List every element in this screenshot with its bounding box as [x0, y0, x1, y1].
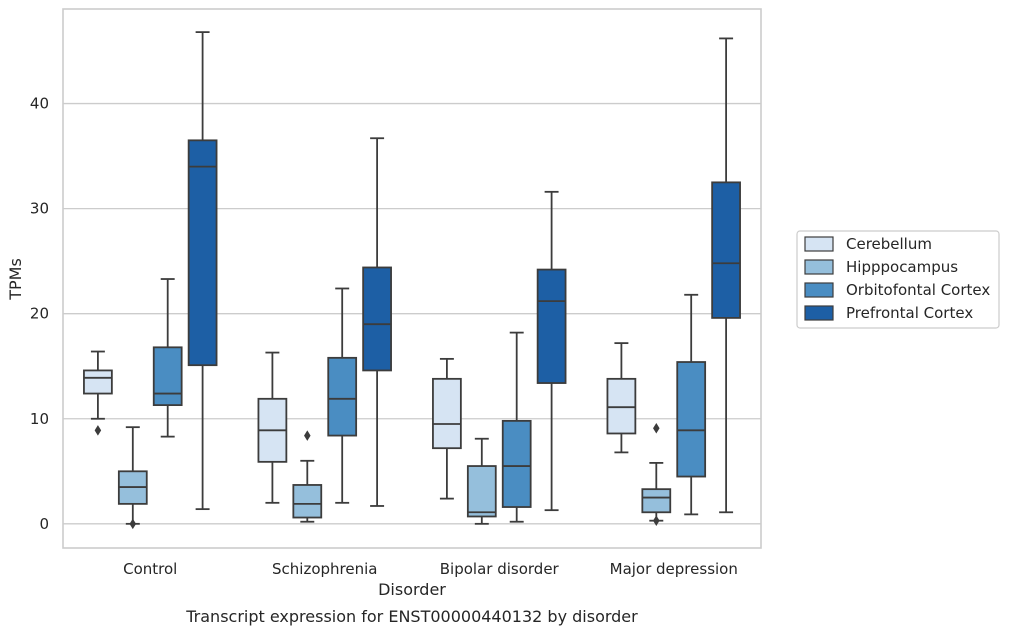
outlier-point [94, 425, 102, 436]
box-group [501, 331, 532, 523]
box-group [257, 351, 288, 504]
boxes [83, 31, 741, 530]
legend-swatch [804, 259, 834, 275]
legend-label: Hipppocampus [846, 258, 958, 276]
legend-swatch [804, 305, 834, 321]
outlier-point [304, 430, 311, 441]
y-tick-label: 0 [39, 515, 49, 533]
y-tick-label: 20 [30, 305, 49, 323]
y-tick-label: 10 [30, 410, 49, 428]
box-group [327, 287, 358, 504]
box-group [83, 350, 113, 436]
box-group [362, 137, 392, 507]
x-tick-labels: Control Schizophrenia Bipolar disorder Majo… [123, 560, 738, 578]
box-iqr [536, 268, 567, 384]
box-iqr [83, 369, 113, 395]
x-tick-label: Schizophrenia [272, 560, 377, 578]
box-iqr [362, 266, 392, 372]
legend-swatch [804, 282, 834, 298]
outlier-point [129, 518, 137, 530]
box-iqr [327, 356, 358, 437]
box-iqr [606, 377, 637, 435]
box-iqr [711, 181, 741, 319]
y-tick-label: 30 [30, 200, 49, 218]
plot-area-frame [62, 8, 762, 549]
box-group [292, 430, 323, 523]
x-tick-label: Control [123, 560, 177, 578]
x-axis-title: Disorder [378, 580, 446, 599]
legend-swatch [804, 236, 834, 252]
box-group [117, 426, 148, 530]
outlier-point [653, 422, 660, 434]
box-group [152, 278, 183, 438]
y-axis-title: TPMs [6, 258, 25, 301]
box-iqr [501, 419, 532, 508]
box-group [711, 37, 741, 514]
x-tick-label: Bipolar disorder [440, 560, 560, 578]
chart-caption: Transcript expression for ENST0000044013… [185, 607, 638, 626]
outlier-point [653, 515, 660, 526]
legend-frame [796, 230, 1000, 329]
box-iqr [432, 377, 462, 450]
legend-label: Cerebellum [846, 235, 932, 253]
box-group [187, 31, 218, 511]
box-iqr [152, 346, 183, 407]
y-tick-label: 40 [30, 95, 49, 113]
box-group [536, 190, 567, 512]
box-iqr [187, 139, 218, 367]
box-iqr [292, 484, 323, 519]
box-iqr [466, 465, 497, 518]
gridlines [63, 102, 761, 525]
legend: Cerebellum Hipppocampus Orbitofontal Corte… [796, 230, 1000, 329]
box-group [641, 422, 672, 526]
box-group [432, 357, 462, 500]
legend-label: Orbitofontal Cortex [846, 281, 990, 299]
box-group [466, 437, 497, 525]
legend-label: Prefrontal Cortex [846, 304, 973, 322]
y-tick-labels: 0 10 20 30 40 [30, 95, 49, 533]
box-group [676, 293, 707, 516]
box-iqr [676, 361, 707, 478]
box-iqr [641, 488, 672, 514]
box-group [606, 342, 637, 454]
x-tick-label: Major depression [610, 560, 738, 578]
